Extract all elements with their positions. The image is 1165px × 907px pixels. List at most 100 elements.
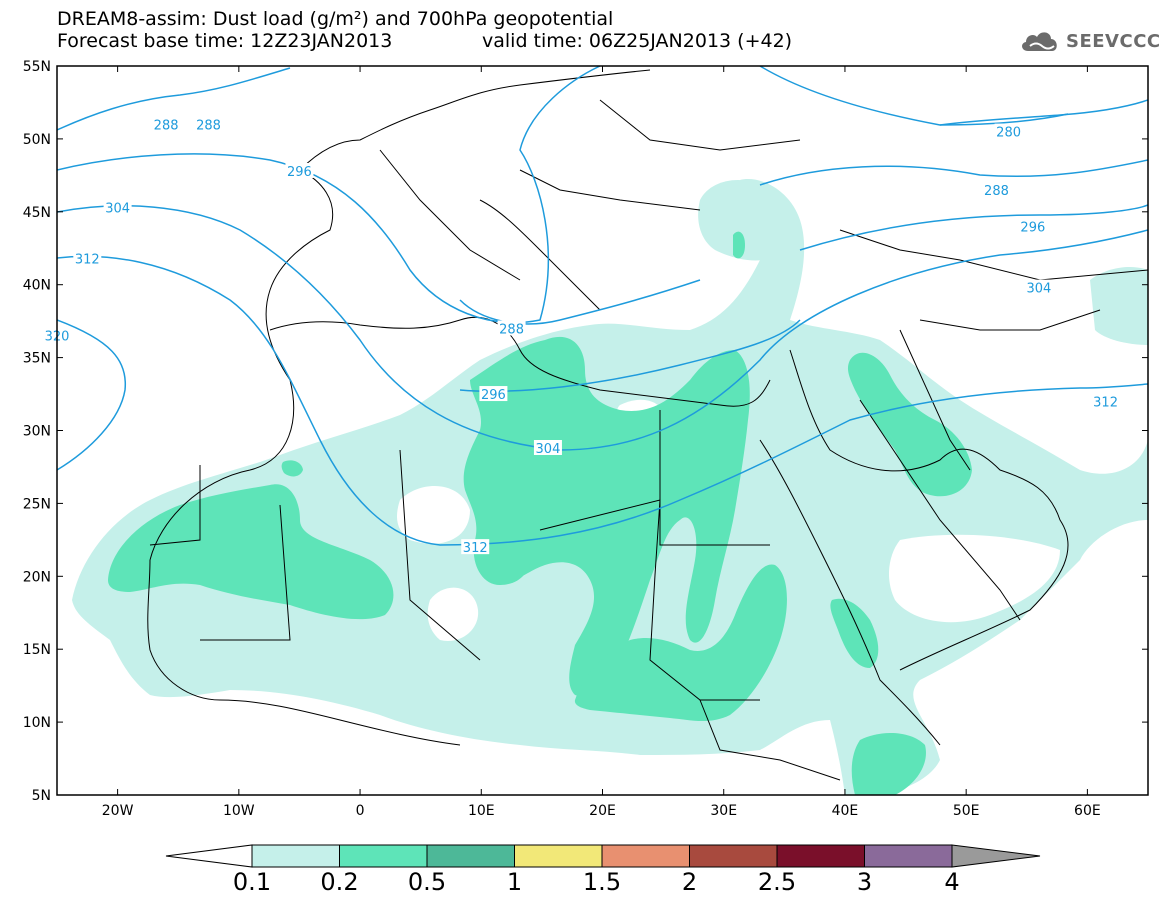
contour-296-east: [799, 204, 1148, 251]
border-chad: [539, 499, 661, 576]
contour-value: 312: [75, 252, 100, 267]
colorbar-label: 1: [506, 868, 523, 896]
contour-296-mid: [459, 319, 801, 392]
lat-label: 50N: [23, 132, 51, 148]
contour-label: 296: [1018, 218, 1047, 235]
lat-label: 30N: [23, 424, 51, 440]
contour-value: 304: [1026, 282, 1051, 297]
contour-288-west: [57, 67, 291, 131]
colorbar-label: 0.2: [320, 868, 359, 896]
lat-label: 5N: [32, 788, 51, 804]
colorbar-min-arrow: [165, 844, 253, 868]
cloud-icon: [1022, 32, 1057, 51]
coastline-north-africa: [269, 316, 771, 407]
contour-value: 296: [287, 165, 312, 180]
contour-label: 280: [994, 123, 1023, 141]
seevccc-logo: SEEVCCC: [1018, 26, 1161, 56]
contour-label: 312: [73, 250, 102, 267]
axis-ticks: [57, 65, 1148, 796]
border-sahara-3: [399, 449, 481, 661]
chart-title: DREAM8-assim: Dust load (g/m²) and 700hP…: [57, 8, 614, 30]
contour-label: 304: [1024, 279, 1053, 297]
contour-label: 296: [285, 162, 314, 180]
border-arabia: [859, 399, 1021, 621]
logo-text: SEEVCCC: [1066, 30, 1161, 52]
contour-288-east2: [759, 159, 1148, 186]
border-sahara-2: [200, 504, 291, 641]
dust-region-medium-arabia: [847, 352, 972, 497]
colorbar-label: 4: [944, 868, 960, 896]
colorbar-label: 2.5: [757, 868, 797, 896]
contour-label: 288: [152, 116, 181, 133]
border-asia-2: [919, 309, 1101, 331]
dust-region-medium-redsea: [830, 598, 879, 668]
border-east-africa: [699, 699, 841, 781]
contour-label: 312: [461, 539, 490, 556]
colorbar-swatch: [776, 844, 865, 868]
colorbar-label: 0.1: [232, 868, 272, 896]
lon-label: 0: [356, 803, 365, 819]
coastline-europe: [149, 69, 651, 561]
contour-value: 312: [1093, 395, 1118, 410]
dust-region-medium-spot: [281, 460, 303, 477]
dust-region-medium-somalia: [851, 733, 926, 795]
colorbar-label: 3: [856, 868, 873, 896]
colorbar-swatch: [426, 844, 515, 868]
colorbar-swatch: [864, 844, 953, 868]
colorbar-swatch: [339, 844, 428, 868]
contour-value: 312: [463, 541, 488, 556]
border-asia-1: [839, 229, 1148, 281]
contour-value: 296: [1020, 220, 1045, 235]
contour-value: 288: [196, 118, 221, 133]
contour-value: 280: [996, 126, 1021, 141]
border-europe-3: [599, 99, 801, 151]
contour-280-east: [939, 99, 1148, 126]
contour-value: 296: [481, 388, 506, 403]
colorbar-swatch: [689, 844, 778, 868]
colorbar-label: 0.5: [407, 868, 447, 896]
border-iraq-iran: [899, 329, 971, 471]
lat-label: 25N: [23, 496, 51, 512]
lat-label: 10N: [23, 715, 51, 731]
lon-label: 30E: [710, 803, 737, 819]
border-europe-2: [519, 169, 701, 211]
contour-label: 304: [103, 199, 132, 216]
coastline-west-africa: [147, 559, 461, 746]
lon-label: 20E: [589, 803, 616, 819]
lat-label: 45N: [23, 205, 51, 221]
coastline-italy: [479, 199, 601, 311]
border-libya-egypt: [659, 410, 770, 546]
dust-region-medium-chad: [478, 525, 531, 585]
contour-296-west: [57, 66, 601, 324]
lon-label: 60E: [1074, 803, 1101, 819]
lon-label: 10W: [223, 803, 255, 819]
coastline-arabia: [789, 349, 1069, 671]
contour-288-mid: [459, 279, 701, 325]
dust-region-medium-sahara: [463, 336, 750, 697]
lon-label: 10E: [468, 803, 495, 819]
contour-label: 288: [982, 181, 1011, 199]
border-sudan: [649, 574, 760, 701]
axis-labels: 55N 50N 45N 40N 35N 30N 25N 20N 15N 10N 5N 20W 10W 0 1…: [23, 59, 1101, 819]
colorbar-swatch: [601, 844, 690, 868]
contour-288-east: [759, 66, 1069, 126]
colorbar: [165, 844, 1041, 868]
colorbar-label: 2: [681, 868, 698, 896]
contour-value: 288: [499, 322, 524, 337]
contour-label: 288: [497, 320, 526, 337]
lon-label: 40E: [832, 803, 859, 819]
geopotential-contours: [57, 66, 1148, 546]
contour-label: 296: [479, 386, 508, 403]
dust-region-medium-sudan: [574, 564, 787, 722]
dust-region-light-east: [1090, 267, 1148, 345]
contour-value: 304: [105, 201, 130, 216]
colorbar-swatch: [514, 844, 603, 868]
lat-label: 40N: [23, 278, 51, 294]
colorbar-swatch: [251, 844, 340, 868]
contour-label: 304: [533, 439, 562, 457]
lat-label: 35N: [23, 351, 51, 367]
valid-time: valid time: 06Z25JAN2013 (+42): [482, 30, 793, 52]
dust-field: [57, 66, 1148, 795]
contour-label: 288: [194, 116, 223, 133]
